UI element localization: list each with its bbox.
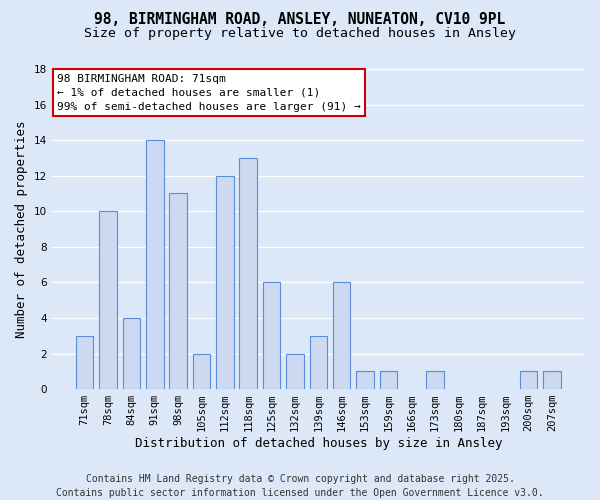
Bar [263, 282, 280, 389]
Text: Contains HM Land Registry data © Crown copyright and database right 2025.
Contai: Contains HM Land Registry data © Crown c… [56, 474, 544, 498]
Y-axis label: Number of detached properties: Number of detached properties [15, 120, 28, 338]
Bar [333, 282, 350, 389]
Bar [239, 158, 257, 389]
Text: 98, BIRMINGHAM ROAD, ANSLEY, NUNEATON, CV10 9PL: 98, BIRMINGHAM ROAD, ANSLEY, NUNEATON, C… [94, 12, 506, 28]
Bar [146, 140, 164, 389]
Bar [99, 212, 117, 389]
X-axis label: Distribution of detached houses by size in Ansley: Distribution of detached houses by size … [134, 437, 502, 450]
Bar [380, 372, 397, 389]
Bar [356, 372, 374, 389]
Text: Size of property relative to detached houses in Ansley: Size of property relative to detached ho… [84, 28, 516, 40]
Bar [169, 194, 187, 389]
Bar [520, 372, 538, 389]
Bar [427, 372, 444, 389]
Bar [216, 176, 233, 389]
Bar [122, 318, 140, 389]
Bar [76, 336, 94, 389]
Text: 98 BIRMINGHAM ROAD: 71sqm
← 1% of detached houses are smaller (1)
99% of semi-de: 98 BIRMINGHAM ROAD: 71sqm ← 1% of detach… [57, 74, 361, 112]
Bar [543, 372, 561, 389]
Bar [286, 354, 304, 389]
Bar [310, 336, 327, 389]
Bar [193, 354, 210, 389]
